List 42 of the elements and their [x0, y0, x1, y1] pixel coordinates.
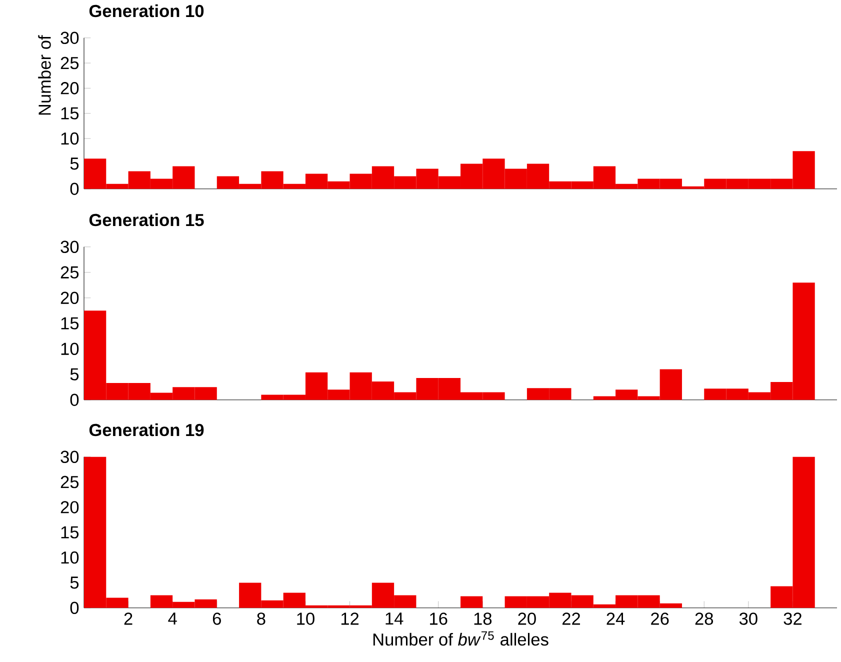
x-tick-label: 14 [386, 612, 404, 625]
y-tick-label: 20 [60, 501, 79, 514]
x-tick-label: 12 [341, 612, 359, 625]
x-tick-label: 4 [168, 612, 177, 625]
y-tick-label: 30 [60, 450, 79, 464]
x-tick-label: 28 [695, 612, 714, 625]
y-tick-label: 5 [70, 368, 79, 380]
x-tick-label: 22 [562, 612, 580, 625]
x-tick-label: 16 [430, 612, 448, 625]
y-tick-label: 20 [60, 82, 79, 94]
y-tick-label: 25 [60, 266, 79, 279]
y-tick-label: 0 [70, 602, 79, 614]
x-tick-label: 26 [651, 612, 669, 625]
x-tick-label: 30 [739, 612, 758, 625]
x-tick-label: 18 [474, 612, 492, 625]
y-tick-label: 0 [70, 182, 79, 196]
y-tick-label: 10 [61, 132, 79, 145]
y-tick-label: 15 [61, 526, 79, 538]
y-tick-label: 25 [60, 56, 79, 70]
x-tick-label: 32 [784, 612, 802, 625]
y-tick-label: 5 [70, 158, 79, 170]
y-tick-label: 5 [70, 576, 79, 589]
y-tick-label: 15 [61, 107, 79, 120]
x-tick-label: 2 [124, 612, 132, 625]
y-tick-label: 15 [61, 317, 79, 330]
x-tick-label: 20 [518, 612, 536, 625]
y-tick-label: 30 [60, 32, 79, 44]
chart-title: Generation 10 [89, 4, 204, 18]
y-tick-label: 0 [70, 394, 79, 406]
y-tick-label: 10 [61, 342, 79, 356]
chart-title: Generation 19 [89, 423, 204, 436]
x-tick-label: 10 [297, 612, 314, 625]
x-tick-label: 8 [257, 612, 266, 625]
x-tick-label: 24 [606, 612, 625, 625]
x-axis-title: Number of bw$^{75}$ alleles [373, 631, 548, 646]
y-tick-label: 30 [60, 240, 79, 254]
y-tick-label: 10 [61, 551, 79, 564]
x-tick-label: 6 [212, 612, 221, 625]
y-tick-label: 25 [60, 476, 79, 488]
y-axis-title: Number of [38, 35, 51, 115]
y-tick-label: 20 [60, 292, 79, 304]
chart-title: Generation 15 [89, 213, 204, 226]
